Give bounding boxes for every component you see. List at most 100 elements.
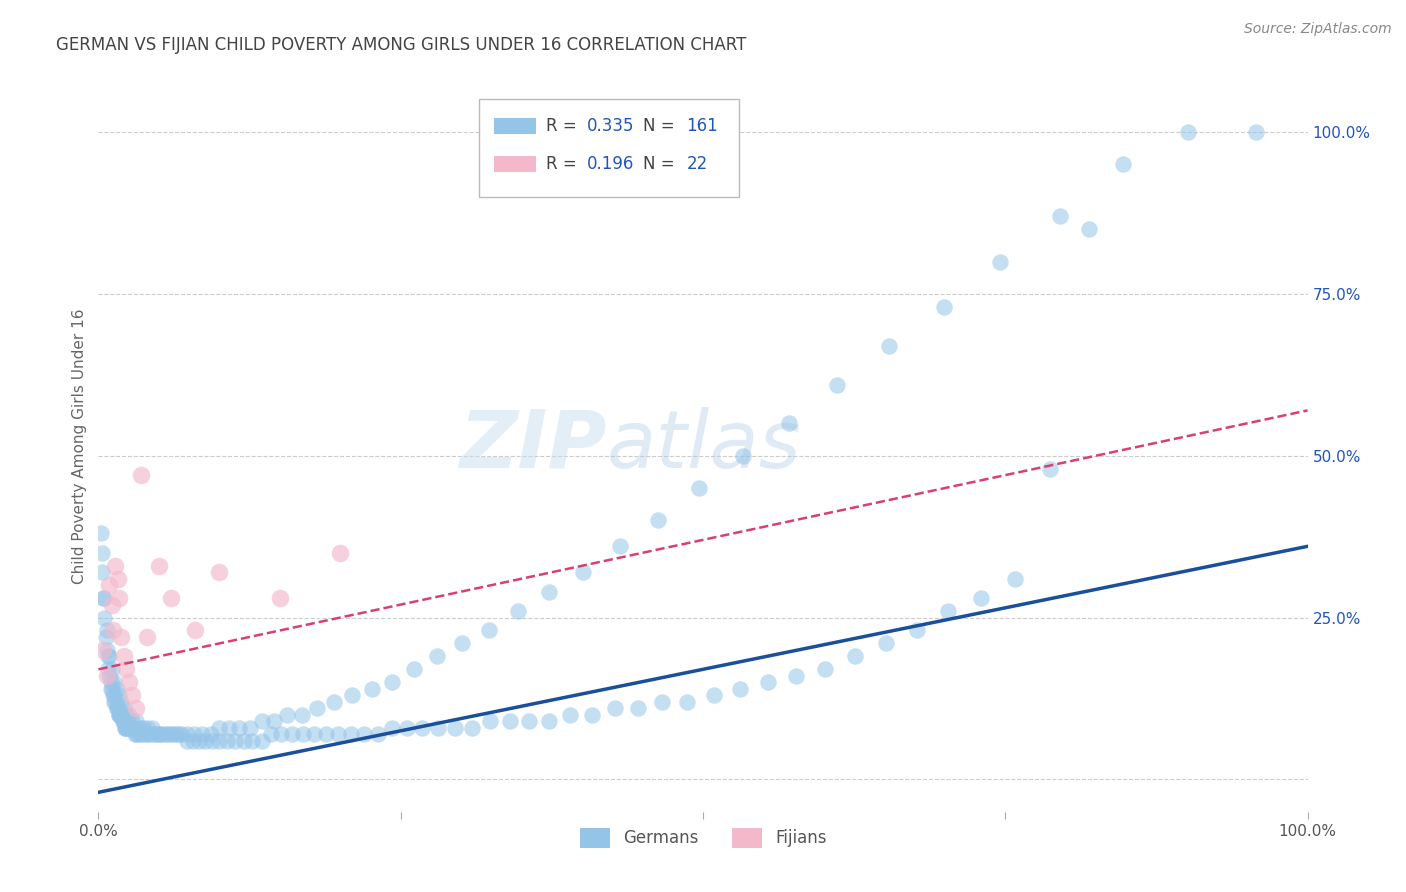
Point	[112, 714, 135, 728]
Point	[115, 707, 138, 722]
Text: R =: R =	[546, 118, 582, 136]
Text: Source: ZipAtlas.com: Source: ZipAtlas.com	[1244, 22, 1392, 37]
Point	[250, 714, 273, 728]
Point	[121, 721, 143, 735]
Point	[112, 649, 135, 664]
Text: N =: N =	[643, 155, 679, 173]
Point	[778, 417, 800, 431]
Point	[100, 681, 122, 696]
Point	[506, 604, 529, 618]
Point	[756, 675, 779, 690]
Point	[353, 727, 375, 741]
Point	[90, 526, 112, 541]
Point	[603, 701, 626, 715]
Point	[731, 449, 754, 463]
Point	[96, 643, 118, 657]
Text: 161: 161	[686, 118, 718, 136]
Point	[208, 566, 231, 580]
Point	[427, 721, 450, 735]
Point	[91, 546, 114, 560]
Text: ZIP: ZIP	[458, 407, 606, 485]
Point	[825, 377, 848, 392]
Point	[105, 701, 128, 715]
Point	[143, 727, 166, 741]
Point	[291, 727, 314, 741]
Point	[108, 707, 131, 722]
Point	[381, 675, 404, 690]
Point	[136, 727, 159, 741]
Point	[326, 727, 349, 741]
Point	[451, 636, 474, 650]
Point	[1244, 125, 1267, 139]
Point	[100, 675, 122, 690]
Point	[315, 727, 337, 741]
Point	[609, 539, 631, 553]
Point	[181, 733, 204, 747]
Point	[938, 604, 960, 618]
Text: 0.335: 0.335	[588, 118, 634, 136]
Point	[558, 707, 581, 722]
Point	[250, 733, 273, 747]
Point	[132, 721, 155, 735]
Point	[156, 727, 179, 741]
Point	[97, 649, 120, 664]
Point	[381, 721, 404, 735]
Point	[676, 695, 699, 709]
Point	[108, 707, 131, 722]
Point	[260, 727, 283, 741]
Point	[479, 714, 502, 728]
Point	[118, 721, 141, 735]
Text: N =: N =	[643, 118, 679, 136]
Point	[104, 558, 127, 573]
Point	[232, 733, 254, 747]
Point	[1111, 157, 1133, 171]
Point	[627, 701, 650, 715]
Y-axis label: Child Poverty Among Girls Under 16: Child Poverty Among Girls Under 16	[72, 309, 87, 583]
Point	[263, 714, 285, 728]
Point	[146, 727, 169, 741]
Point	[104, 695, 127, 709]
Point	[101, 688, 124, 702]
Point	[100, 681, 122, 696]
Point	[105, 681, 128, 696]
Point	[844, 649, 866, 664]
Point	[478, 624, 501, 638]
Point	[329, 546, 352, 560]
Point	[342, 688, 364, 702]
Point	[307, 701, 329, 715]
Point	[150, 727, 173, 741]
Point	[187, 733, 209, 747]
Point	[814, 662, 837, 676]
Point	[108, 688, 131, 702]
Point	[93, 591, 115, 606]
Point	[125, 701, 148, 715]
Point	[239, 721, 262, 735]
Point	[169, 727, 191, 741]
Point	[135, 630, 157, 644]
Point	[98, 669, 121, 683]
Point	[110, 707, 132, 722]
Point	[96, 669, 118, 683]
Point	[141, 721, 163, 735]
Point	[970, 591, 993, 606]
Point	[730, 681, 752, 696]
Point	[110, 695, 132, 709]
Point	[94, 630, 117, 644]
Point	[208, 733, 231, 747]
Point	[184, 624, 207, 638]
Point	[108, 591, 131, 606]
Point	[118, 721, 141, 735]
Point	[302, 727, 325, 741]
Point	[990, 254, 1012, 268]
Point	[1049, 209, 1071, 223]
Point	[125, 727, 148, 741]
Point	[115, 662, 138, 676]
Point	[581, 707, 603, 722]
Point	[107, 701, 129, 715]
Point	[135, 721, 157, 735]
Point	[110, 630, 132, 644]
Text: 0.196: 0.196	[588, 155, 634, 173]
Point	[444, 721, 467, 735]
Point	[160, 727, 183, 741]
Point	[218, 721, 240, 735]
